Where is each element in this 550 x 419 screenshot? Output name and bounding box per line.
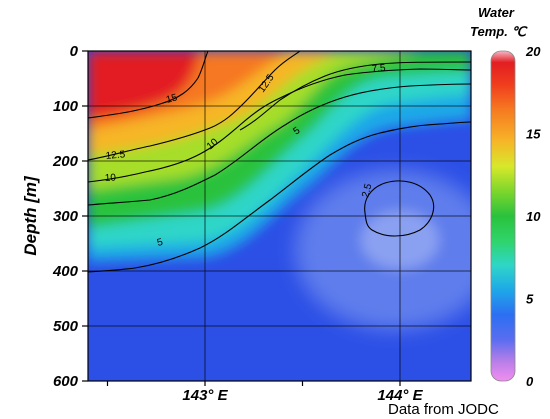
contour-line-2.5 [364,180,435,237]
contour-line-12.5-east [239,61,471,131]
y-tick-label: 400 [52,263,79,280]
field-band-19 [88,51,200,118]
y-tick-label: 300 [53,208,79,225]
colorbar-ticks: 0 5 10 15 20 [525,44,541,389]
colorbar-tick-label: 0 [526,374,534,389]
contour-label-7.5: 7.5 [371,63,386,75]
contour-line-12.5-west [88,51,301,161]
colorbar-title-line2: Temp. ℃ [470,24,528,39]
colorbar-title-line1: Water [478,5,515,20]
contour-line-15 [88,51,209,119]
contour-label-5-b: 5 [156,237,165,249]
y-tick-label: 600 [53,373,79,390]
y-axis-title: Depth [m] [21,175,40,256]
contour-label-10-b: 10 [105,172,117,184]
y-axis: 0 100 200 300 400 500 600 [52,43,88,390]
source-note: Data from JODC [388,401,499,418]
colorbar-tick-label: 20 [525,44,541,59]
contour-label-2.5: 2.5 [360,182,374,199]
grid [88,51,471,381]
x-tick-label: 144° E [377,387,423,404]
contour-line-10 [88,68,471,183]
x-axis: 143° E 144° E [106,381,424,404]
colorbar-tick-label: 5 [526,292,534,307]
contour-label-12.5-b: 12.5 [105,149,126,162]
y-tick-label: 0 [70,43,79,60]
colorbar-tick-label: 15 [526,127,541,142]
colorbar-tick-label: 10 [526,209,541,224]
y-tick-label: 100 [53,98,79,115]
contour-label-15: 15 [165,92,179,106]
contour-line-5 [88,121,471,273]
y-tick-label: 200 [52,153,79,170]
y-tick-label: 500 [53,318,79,335]
contour-label-5-a: 5 [291,125,302,137]
colorbar: 0 5 10 15 20 Water Temp. ℃ [470,5,541,389]
x-tick-label: 143° E [182,387,228,404]
colorbar-bar [490,50,516,382]
contour-line-7.5 [88,83,471,206]
contours [88,51,471,273]
